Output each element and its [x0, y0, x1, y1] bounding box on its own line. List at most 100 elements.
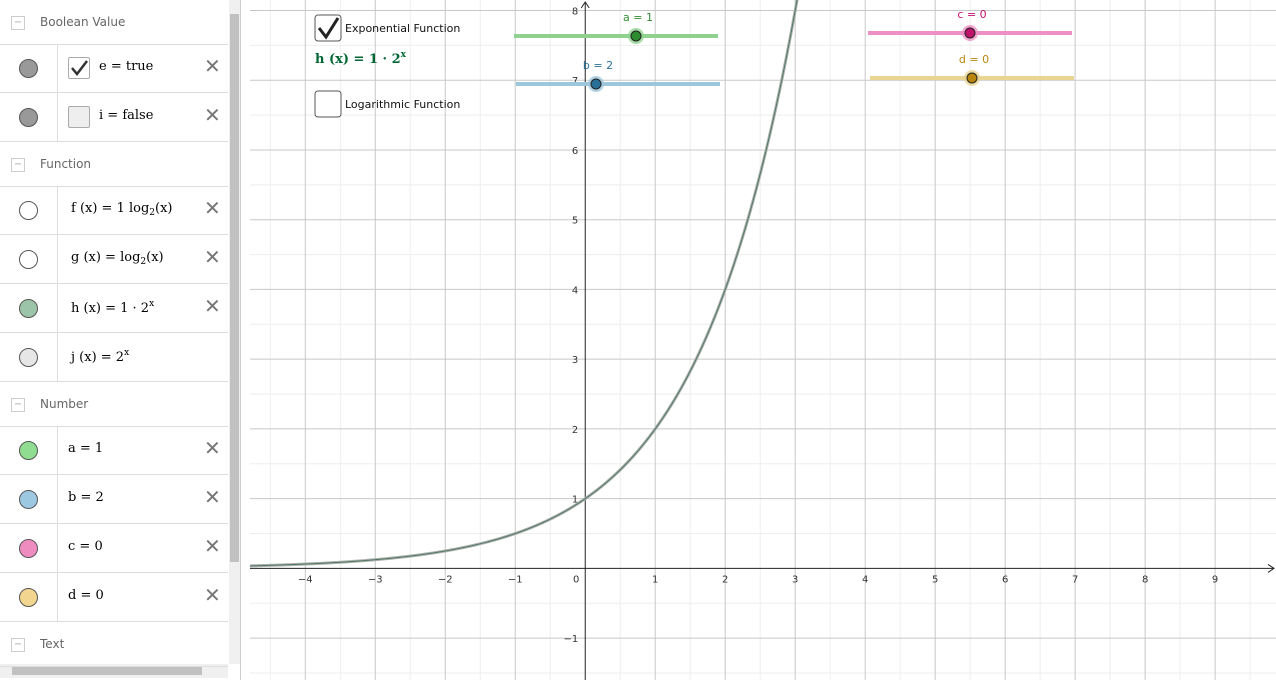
collapse-icon[interactable]: − [11, 398, 25, 412]
section-title: Number [40, 397, 89, 411]
checkbox-label: Logarithmic Function [345, 98, 460, 111]
delete-button[interactable]: ✕ [204, 245, 221, 269]
label-part: b = 2 [68, 490, 104, 505]
section-header: − Text [0, 622, 228, 667]
collapse-icon[interactable]: − [11, 16, 25, 30]
visibility-toggle[interactable] [19, 108, 38, 127]
section-header: − Number [0, 382, 228, 427]
h-scrollbar[interactable] [0, 664, 228, 678]
x-tick-label: 6 [1002, 574, 1008, 585]
label-part: h (x) = 1 · 2 [71, 301, 150, 316]
x-tick-label: 0 [573, 574, 579, 585]
x-tick-label: 4 [862, 574, 868, 585]
x-tick-label: 3 [792, 574, 798, 585]
x-tick-label: 1 [652, 574, 658, 585]
item-row: i = false ✕ [0, 93, 228, 142]
x-tick-label: −3 [368, 574, 383, 585]
item-row: a = 1 ✕ [0, 426, 228, 475]
delete-button[interactable]: ✕ [204, 196, 221, 220]
slider-knob[interactable] [964, 27, 976, 39]
item-label: b = 2 [68, 490, 104, 505]
item-label: i = false [99, 108, 153, 123]
label-part: c = 0 [68, 539, 103, 554]
slider-knob[interactable] [590, 78, 602, 90]
checkbox[interactable] [68, 57, 90, 79]
delete-button[interactable]: ✕ [204, 294, 221, 318]
label-part: d = 0 [68, 588, 104, 603]
checkbox[interactable] [68, 106, 90, 128]
v-thumb[interactable] [230, 14, 239, 562]
item-row: g (x) = log2(x) ✕ [0, 235, 228, 284]
item-row: f (x) = 1 log2(x) ✕ [0, 186, 228, 235]
section-header: − Boolean Value [0, 0, 228, 45]
divider [57, 93, 58, 141]
x-tick-label: 9 [1212, 574, 1218, 585]
item-row: h (x) = 1 · 2x ✕ [0, 284, 228, 333]
item-label: d = 0 [68, 588, 104, 603]
checkbox[interactable] [314, 90, 342, 118]
function-curve-core [249, 0, 798, 567]
visibility-toggle[interactable] [19, 348, 38, 367]
y-tick-label: 8 [572, 6, 578, 17]
visibility-toggle[interactable] [19, 299, 38, 318]
delete-button[interactable]: ✕ [204, 485, 221, 509]
divider [57, 524, 58, 572]
label-part: (x) [146, 250, 164, 265]
slider-label: a = 1 [623, 11, 653, 24]
divider [57, 44, 58, 92]
x-tick-label: 5 [932, 574, 938, 585]
y-tick-label: −1 [563, 634, 578, 645]
x-tick-label: 2 [722, 574, 728, 585]
visibility-toggle[interactable] [19, 539, 38, 558]
label-part: g (x) = log [71, 250, 141, 265]
h-thumb[interactable] [12, 667, 202, 675]
collapse-icon[interactable]: − [11, 158, 25, 172]
label-part: i = false [99, 108, 154, 123]
divider [57, 426, 58, 474]
item-row: d = 0 ✕ [0, 573, 228, 622]
visibility-toggle[interactable] [19, 201, 38, 220]
label-part: 2 [140, 257, 147, 267]
x-tick-label: −1 [508, 574, 523, 585]
visibility-toggle[interactable] [19, 441, 38, 460]
visibility-toggle[interactable] [19, 59, 38, 78]
label-part: f (x) = 1 log [71, 201, 150, 216]
label-part: x [149, 299, 155, 309]
item-label: f (x) = 1 log2(x) [71, 201, 173, 218]
y-tick-label: 7 [572, 76, 578, 87]
y-tick-label: 6 [572, 146, 578, 157]
x-tick-label: 7 [1072, 574, 1078, 585]
item-label: a = 1 [68, 441, 103, 456]
label-part: x [124, 348, 130, 358]
label-part: 2 [149, 208, 156, 218]
formula-text: h (x) = 1 · 2x [315, 50, 406, 67]
slider-knob[interactable] [630, 30, 642, 42]
section-title: Text [40, 637, 65, 651]
label-part: j (x) = 2 [71, 350, 125, 365]
divider [57, 284, 58, 332]
delete-button[interactable]: ✕ [204, 54, 221, 78]
collapse-icon[interactable]: − [11, 638, 25, 652]
v-scrollbar[interactable] [229, 0, 240, 664]
section-header: − Function [0, 142, 228, 187]
delete-button[interactable]: ✕ [204, 436, 221, 460]
delete-button[interactable]: ✕ [204, 103, 221, 127]
visibility-toggle[interactable] [19, 588, 38, 607]
label-part: h (x) = 1 · 2 [315, 52, 401, 67]
slider-knob[interactable] [966, 72, 978, 84]
delete-button[interactable]: ✕ [204, 534, 221, 558]
delete-button[interactable]: ✕ [204, 583, 221, 607]
item-label: h (x) = 1 · 2x [71, 299, 154, 316]
item-label: e = true [99, 59, 153, 74]
divider [57, 186, 58, 234]
item-label: c = 0 [68, 539, 103, 554]
visibility-toggle[interactable] [19, 250, 38, 269]
divider [57, 475, 58, 523]
y-arrow [580, 1, 590, 9]
x-tick-label: −4 [298, 574, 313, 585]
item-label: g (x) = log2(x) [71, 250, 164, 267]
visibility-toggle[interactable] [19, 490, 38, 509]
section-title: Boolean Value [40, 15, 126, 29]
